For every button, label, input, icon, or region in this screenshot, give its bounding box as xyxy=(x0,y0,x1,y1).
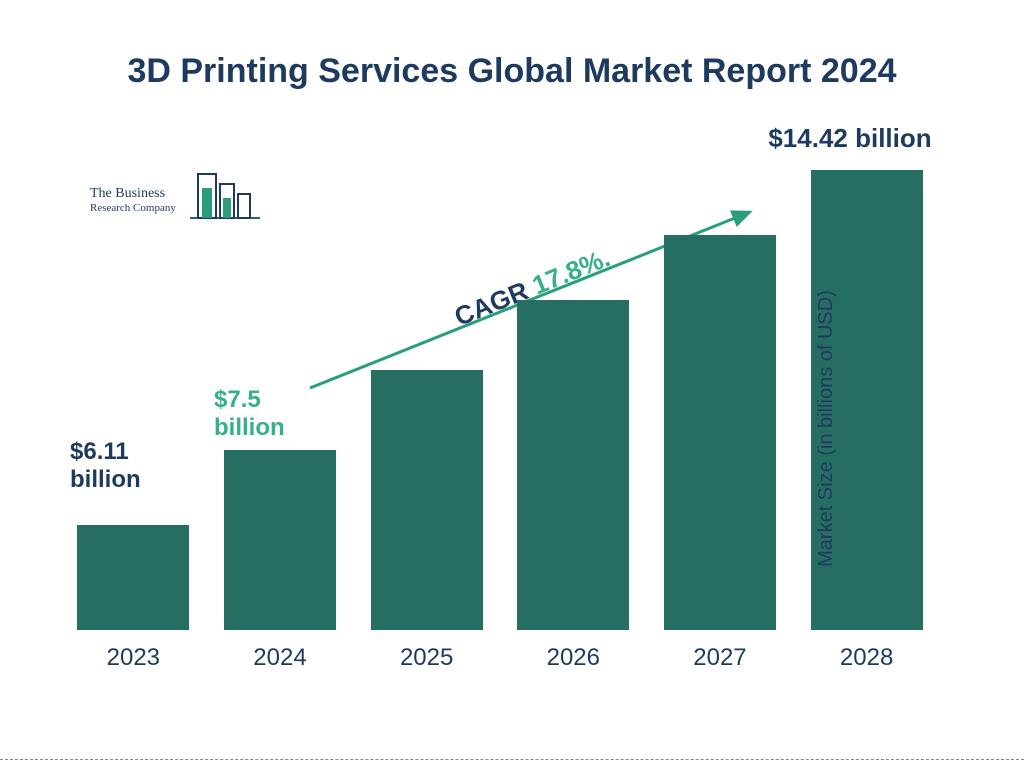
x-label: 2023 xyxy=(73,644,193,672)
x-axis-labels: 2023 2024 2025 2026 2027 2028 xyxy=(60,644,940,672)
x-label: 2026 xyxy=(513,644,633,672)
bar-rect xyxy=(77,525,189,630)
bar-2023 xyxy=(73,525,193,630)
bar-2024 xyxy=(220,450,340,630)
x-label: 2028 xyxy=(807,644,927,672)
bar-rect xyxy=(371,370,483,630)
x-label: 2024 xyxy=(220,644,340,672)
bar-rect xyxy=(517,300,629,630)
bar-2025 xyxy=(367,370,487,630)
bars-container xyxy=(60,150,940,630)
y-axis-label: Market Size (in billions of USD) xyxy=(815,290,838,567)
divider-line xyxy=(0,759,1024,760)
bar-rect xyxy=(224,450,336,630)
x-label: 2027 xyxy=(660,644,780,672)
x-label: 2025 xyxy=(367,644,487,672)
page-title: 3D Printing Services Global Market Repor… xyxy=(60,52,964,91)
bar-chart: $6.11 billion $7.5 billion $14.42 billio… xyxy=(60,150,940,690)
bar-2027 xyxy=(660,235,780,630)
bar-rect xyxy=(664,235,776,630)
bar-2026 xyxy=(513,300,633,630)
